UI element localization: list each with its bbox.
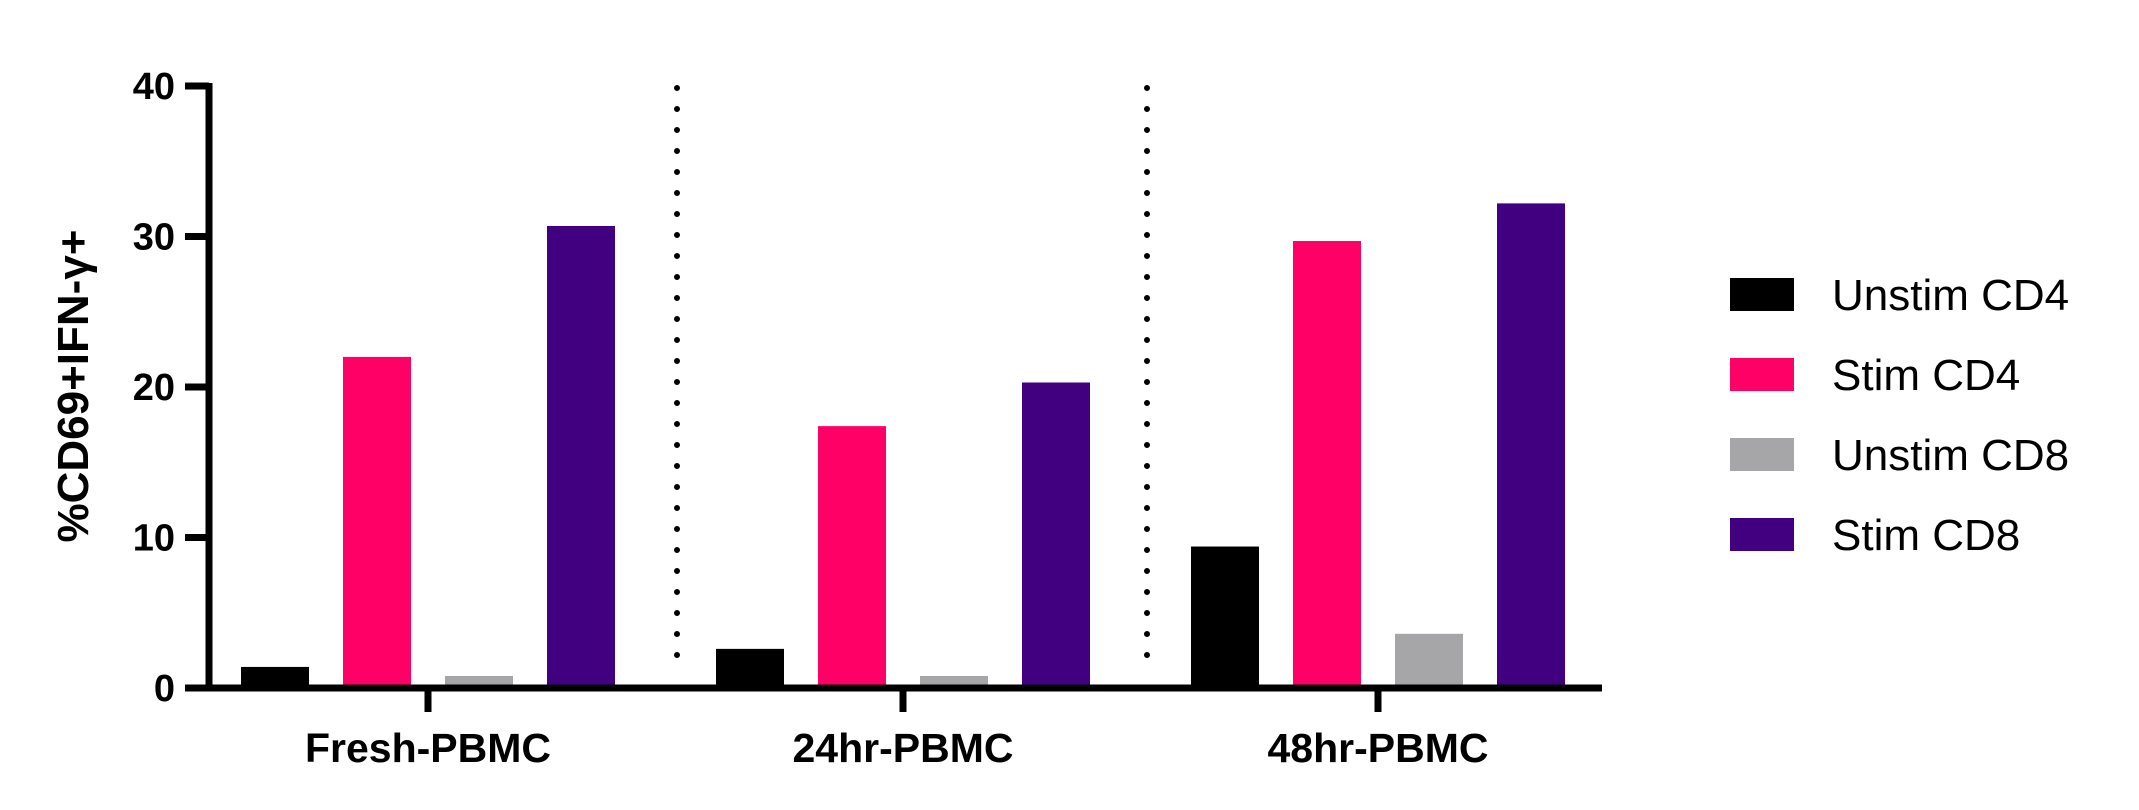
legend-swatch-unstim-cd4: [1730, 278, 1794, 311]
bar-unstim-cd8-48hr-pbmc: [1395, 633, 1463, 688]
x-tick-label-48hr-pbmc: 48hr-PBMC: [1268, 725, 1489, 771]
bar-stim-cd4-24hr-pbmc: [818, 426, 886, 688]
bar-stim-cd4-fresh-pbmc: [343, 356, 411, 688]
bar-stim-cd4-48hr-pbmc: [1293, 241, 1361, 688]
bar-stim-cd8-24hr-pbmc: [1022, 382, 1090, 688]
y-tick-label-20: 20: [133, 367, 175, 409]
x-tick-label-fresh-pbmc: Fresh-PBMC: [305, 725, 551, 771]
bar-unstim-cd4-48hr-pbmc: [1191, 546, 1259, 688]
bar-unstim-cd4-24hr-pbmc: [716, 648, 784, 688]
legend-label-stim-cd4: Stim CD4: [1832, 351, 2020, 400]
legend-swatch-unstim-cd8: [1730, 438, 1794, 471]
legend: Unstim CD4 Stim CD4 Unstim CD8 Stim CD8: [1730, 271, 2069, 560]
legend-label-unstim-cd4: Unstim CD4: [1832, 271, 2069, 320]
legend-label-unstim-cd8: Unstim CD8: [1832, 431, 2069, 480]
bar-unstim-cd4-fresh-pbmc: [241, 666, 309, 688]
legend-swatch-stim-cd4: [1730, 358, 1794, 391]
plot-area: 0 10 20 30 40 Fresh-PBMC 24hr-PBMC 48hr-PBMC: [133, 66, 1602, 771]
y-axis-title: %CD69+IFN-γ+: [49, 229, 98, 542]
y-tick-label-30: 30: [133, 217, 175, 259]
y-tick-label-10: 10: [133, 518, 175, 560]
legend-swatch-stim-cd8: [1730, 518, 1794, 551]
y-tick-label-0: 0: [154, 668, 175, 710]
y-tick-label-40: 40: [133, 66, 175, 108]
bar-stim-cd8-48hr-pbmc: [1497, 203, 1565, 688]
legend-label-stim-cd8: Stim CD8: [1832, 511, 2020, 560]
bar-stim-cd8-fresh-pbmc: [547, 225, 615, 688]
x-tick-label-24hr-pbmc: 24hr-PBMC: [793, 725, 1014, 771]
